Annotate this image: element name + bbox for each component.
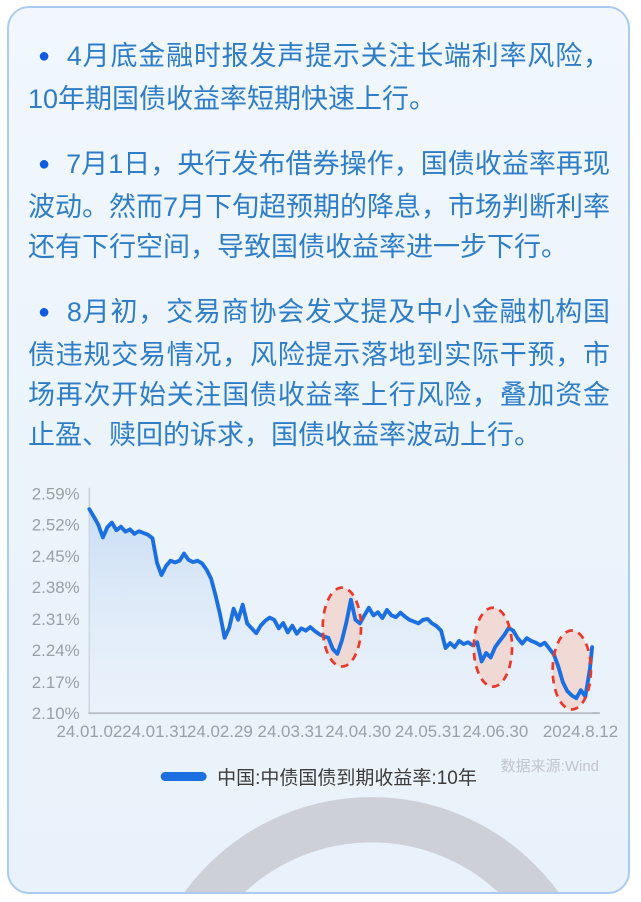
- y-tick-label: 2.59%: [32, 484, 80, 503]
- y-tick-label: 2.45%: [32, 547, 80, 566]
- y-axis-labels: 2.59% 2.52% 2.45% 2.38% 2.31% 2.24% 2.17…: [32, 484, 80, 722]
- data-source-label: 数据来源:Wind: [500, 757, 599, 775]
- x-tick-label: 24.01.31: [122, 722, 188, 741]
- y-tick-label: 2.10%: [32, 704, 80, 723]
- y-tick-label: 2.38%: [32, 578, 80, 597]
- x-tick-label: 24.05.31: [395, 722, 461, 741]
- content-card: ● 4月底金融时报发声提示关注长端利率风险，10年期国债收益率短期快速上行。 ● 7…: [7, 6, 630, 894]
- bullet-dot-icon: ●: [38, 301, 51, 323]
- yield-chart-svg: 2.59% 2.52% 2.45% 2.38% 2.31% 2.24% 2.17…: [32, 484, 618, 741]
- highlight-ellipse-fill: [473, 607, 513, 687]
- y-tick-label: 2.24%: [32, 641, 80, 660]
- bullet-paragraph: ● 8月初，交易商协会发文提及中小金融机构国债违规交易情况，风险提示落地到实际干预…: [28, 292, 610, 455]
- x-tick-label: 24.04.30: [325, 722, 391, 741]
- yield-chart: 2.59% 2.52% 2.45% 2.38% 2.31% 2.24% 2.17…: [12, 480, 625, 892]
- x-tick-label: 2024.8.12: [543, 722, 618, 741]
- watermark: 雪球：投顾主理人高鹏翔: [120, 777, 623, 892]
- commentary-section: ● 4月底金融时报发声提示关注长端利率风险，10年期国债收益率短期快速上行。 ● 7…: [9, 8, 628, 455]
- x-tick-label: 24.02.29: [187, 722, 253, 741]
- paragraph-text: 4月底金融时报发声提示关注长端利率风险，10年期国债收益率短期快速上行。: [28, 41, 610, 114]
- paragraph-text: 8月初，交易商协会发文提及中小金融机构国债违规交易情况，风险提示落地到实际干预，…: [28, 297, 610, 450]
- bullet-dot-icon: ●: [38, 153, 51, 175]
- chart-footer: 中国:中债国债到期收益率:10年 数据来源:Wind 雪球：投顾主理人高鹏翔: [12, 749, 625, 892]
- bullet-dot-icon: ●: [38, 45, 51, 67]
- y-tick-label: 2.52%: [32, 515, 80, 534]
- x-tick-label: 24.06.30: [463, 722, 529, 741]
- xueqiu-logo-icon: [184, 796, 559, 892]
- y-tick-label: 2.31%: [32, 610, 80, 629]
- x-axis-labels: 24.01.02 24.01.31 24.02.29 24.03.31 24.0…: [56, 722, 618, 741]
- highlight-ellipse-outline: [551, 629, 593, 711]
- y-tick-label: 2.17%: [32, 673, 80, 692]
- paragraph-text: 7月1日，央行发布借券操作，国债收益率再现波动。然而7月下旬超预期的降息，市场判…: [28, 149, 611, 262]
- yield-area-fill: [89, 509, 593, 714]
- chart-legend: 中国:中债国债到期收益率:10年: [160, 763, 477, 790]
- chart-plot: [87, 507, 595, 714]
- x-tick-label: 24.01.02: [56, 722, 122, 741]
- yield-line: [87, 507, 595, 701]
- bullet-paragraph: ● 7月1日，央行发布借券操作，国债收益率再现波动。然而7月下旬超预期的降息，市场…: [28, 144, 610, 267]
- legend-label: 中国:中债国债到期收益率:10年: [217, 767, 477, 789]
- x-tick-label: 24.03.31: [258, 722, 324, 741]
- legend-line-swatch: [160, 771, 207, 781]
- bullet-paragraph: ● 4月底金融时报发声提示关注长端利率风险，10年期国债收益率短期快速上行。: [28, 36, 610, 119]
